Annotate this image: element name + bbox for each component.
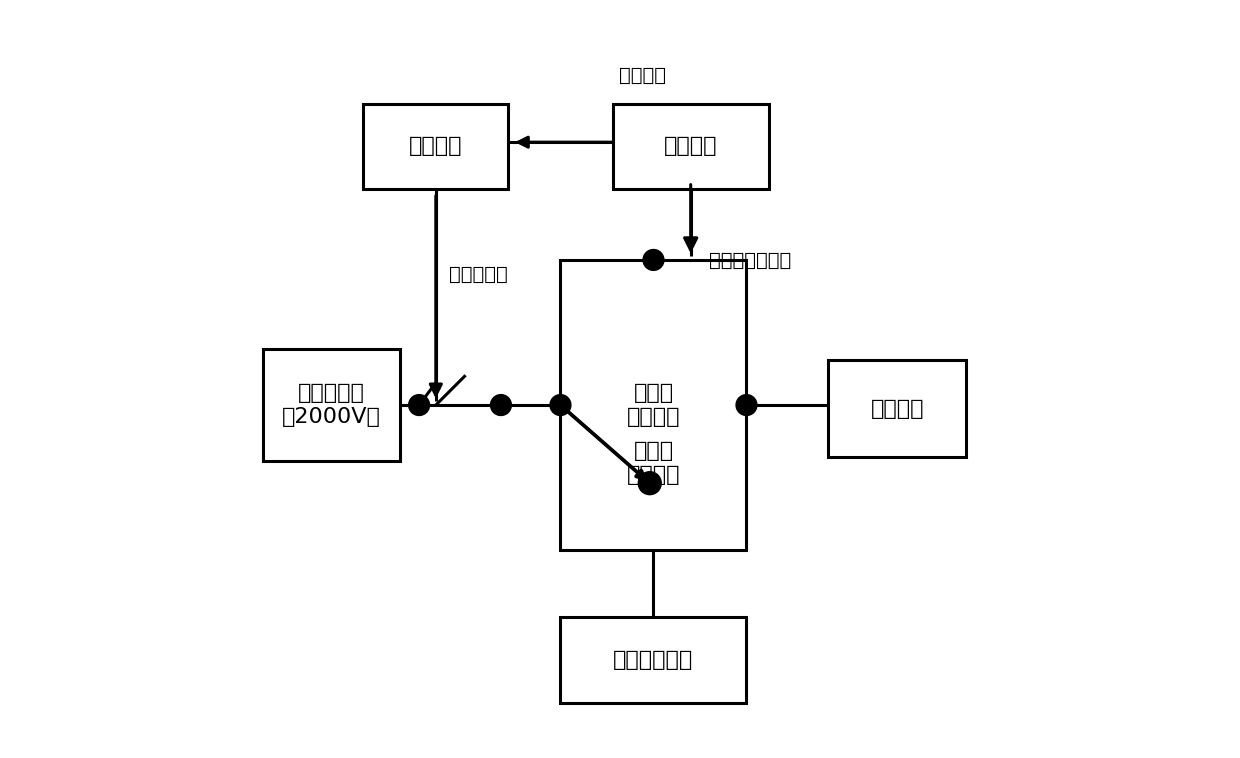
Text: 保护电路: 保护电路 (409, 136, 463, 156)
Bar (613, 104, 769, 190)
Circle shape (551, 395, 570, 415)
Circle shape (409, 395, 429, 415)
Bar (560, 617, 746, 703)
Text: 控制时序信号组: 控制时序信号组 (709, 250, 791, 269)
Bar (263, 349, 401, 461)
Text: 充放电
控制电路: 充放电 控制电路 (626, 384, 681, 427)
Bar (828, 360, 966, 457)
Circle shape (644, 249, 663, 271)
Text: 高压发生器
（2000V）: 高压发生器 （2000V） (283, 384, 381, 427)
Circle shape (639, 471, 661, 495)
Text: 脉冲信号: 脉冲信号 (619, 66, 666, 85)
Circle shape (737, 395, 756, 415)
Bar (363, 104, 508, 190)
Text: 使能端信号: 使能端信号 (449, 265, 507, 284)
Circle shape (491, 395, 511, 415)
Text: 刺激线圈: 刺激线圈 (870, 399, 924, 418)
Text: 耐高压大电容: 耐高压大电容 (614, 650, 693, 670)
Text: 微处理器: 微处理器 (663, 136, 718, 156)
Text: 充放电
控制电路: 充放电 控制电路 (626, 441, 681, 484)
Bar (560, 260, 746, 550)
